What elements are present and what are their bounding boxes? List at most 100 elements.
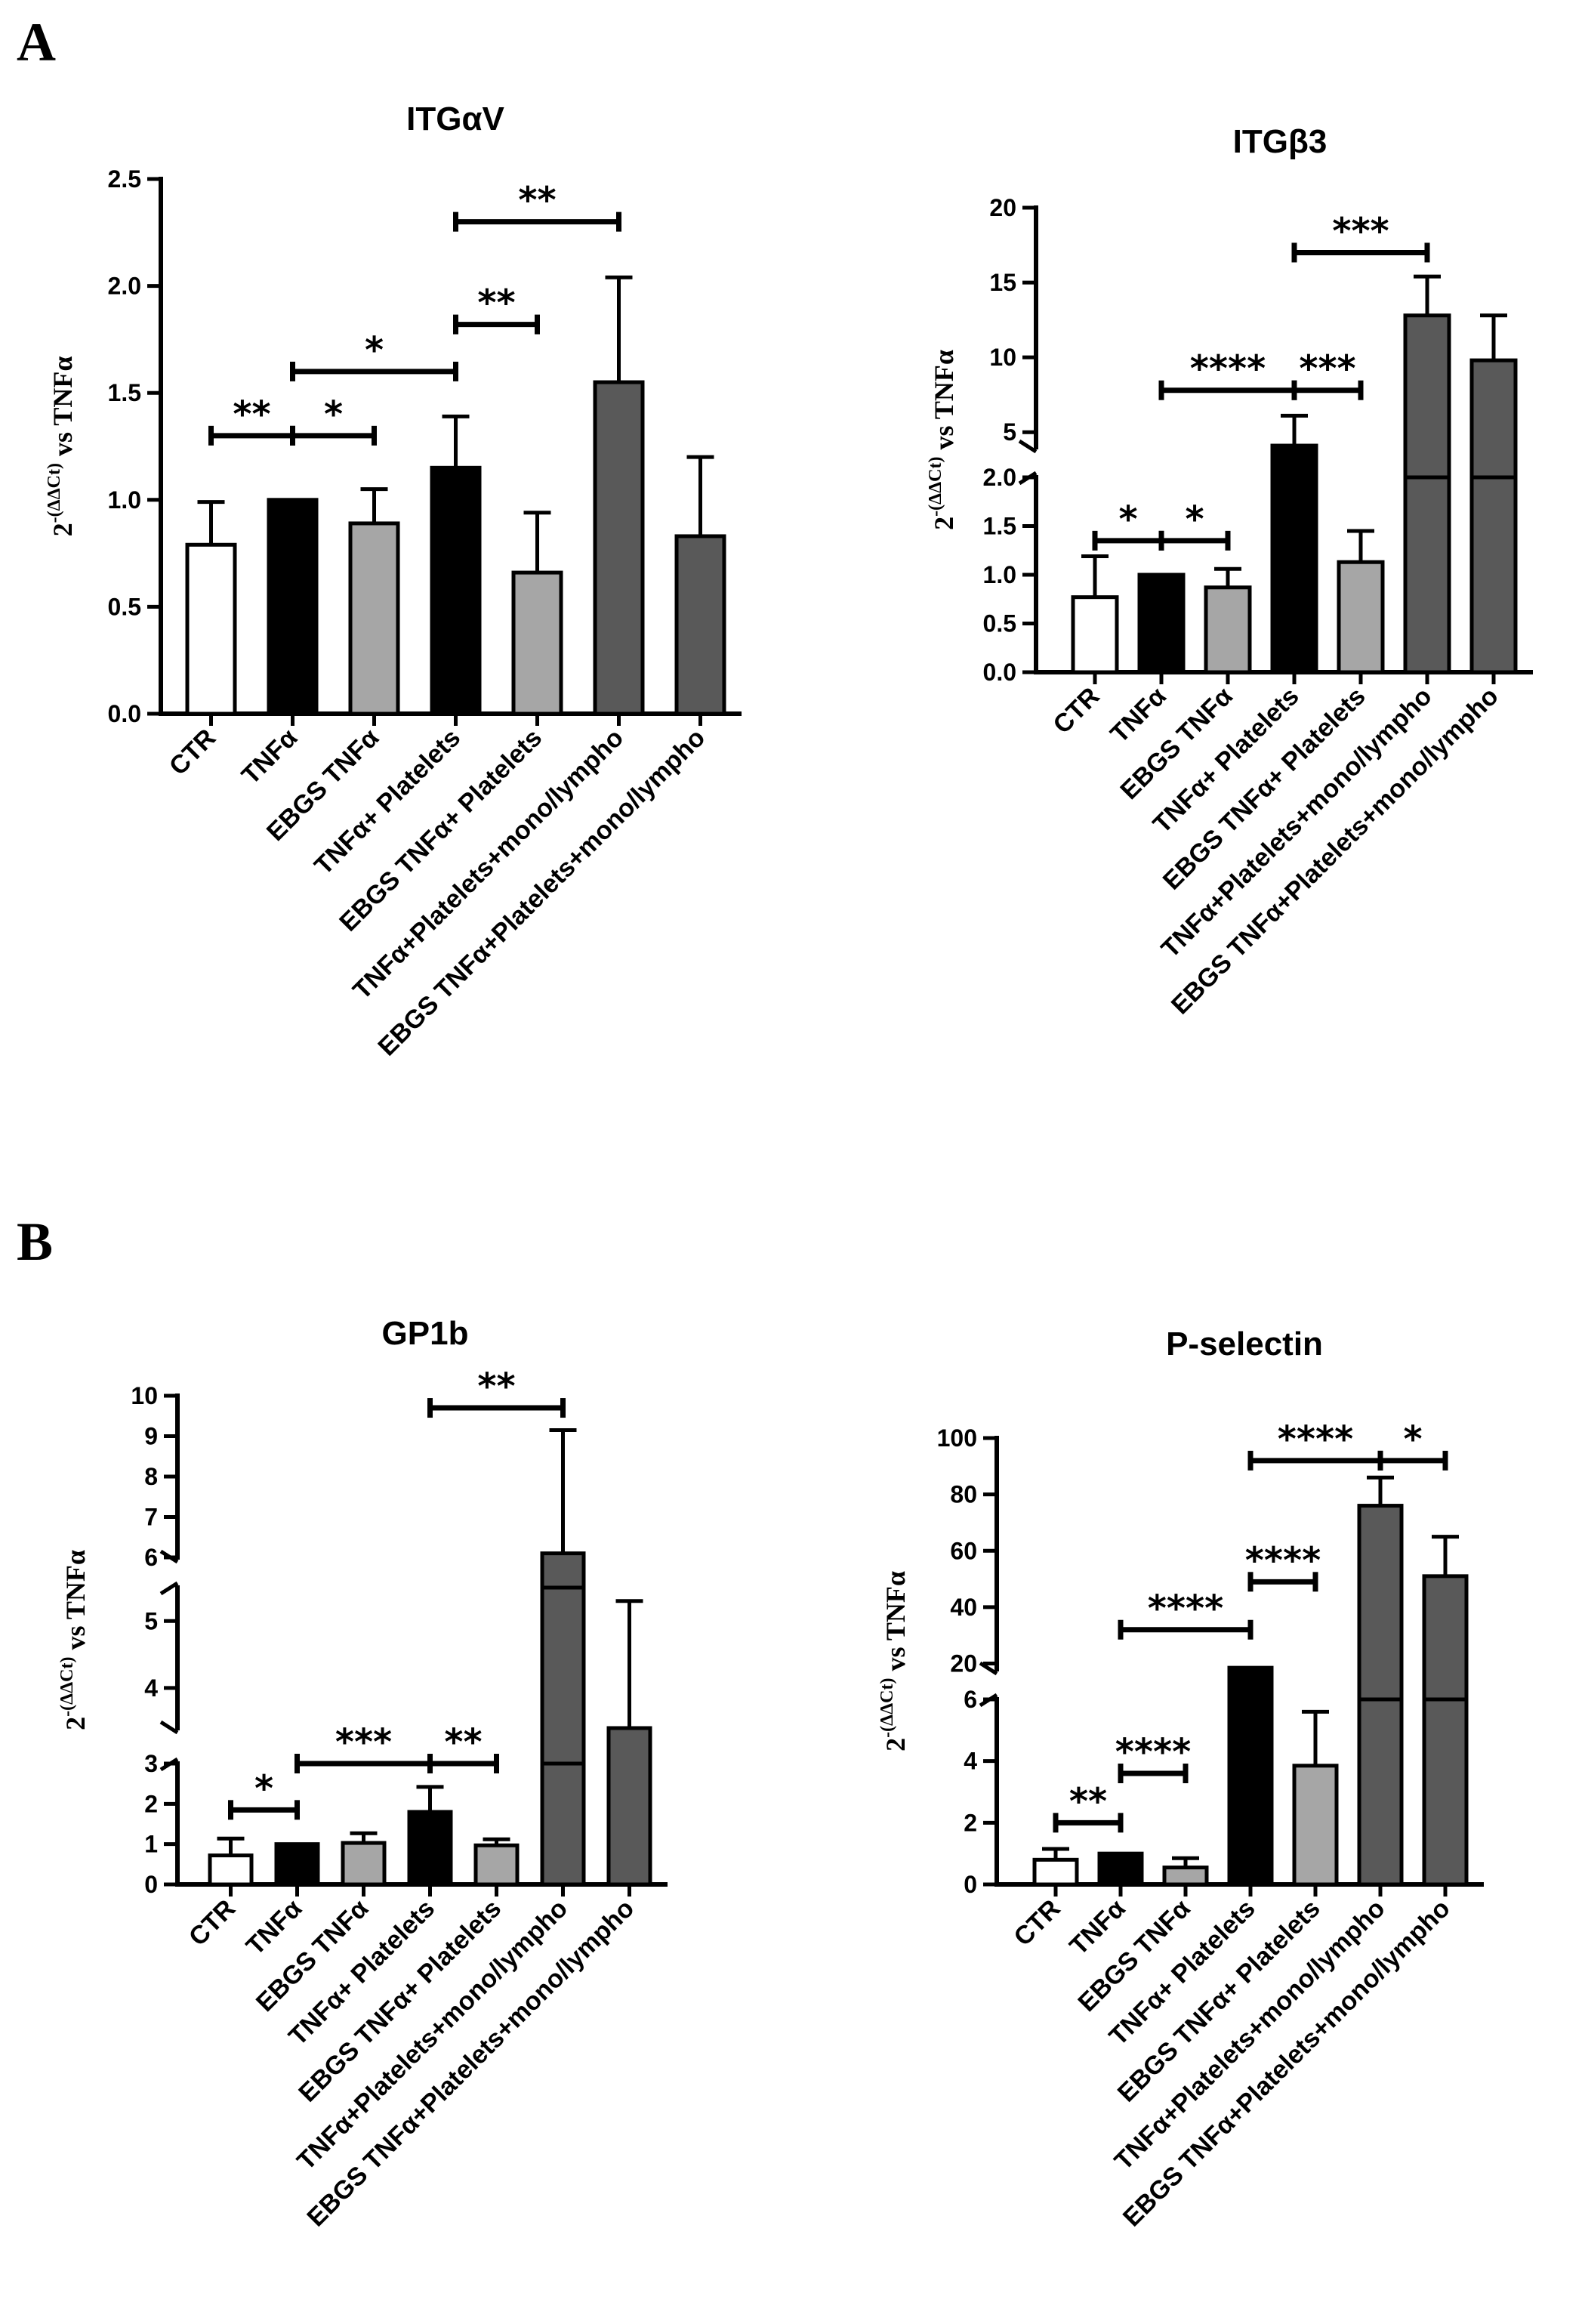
axis-break-mark: [979, 1661, 998, 1676]
y-axis-label: 2-(ΔΔCt) vs TNFα: [57, 1550, 91, 1730]
bar-itgav-5: [593, 380, 645, 716]
bar-gp1b-0: [208, 1853, 254, 1887]
significance-label: *: [254, 1767, 273, 1810]
x-category-label: CTR: [1047, 682, 1105, 739]
bar-itgb3-0: [1071, 595, 1119, 674]
y-tick-label: 9: [144, 1423, 158, 1450]
y-tick-label: 60: [950, 1537, 977, 1564]
bar-itgb3-4: [1337, 560, 1385, 674]
bar-gp1b-1: [274, 1842, 320, 1887]
y-tick-label: 6: [144, 1544, 158, 1571]
axis-break-mark: [1018, 471, 1038, 486]
significance-label: *: [324, 394, 343, 436]
bar-itgav-1: [267, 498, 319, 716]
y-tick-label: 3: [144, 1750, 158, 1777]
bar-itgav-2: [348, 521, 400, 716]
bar-pselectin-1: [1097, 1851, 1144, 1887]
bar-itgb3-2: [1204, 585, 1252, 674]
bar-itgav-3: [430, 465, 482, 716]
significance-label: **: [233, 394, 270, 436]
bar-itgb3-5-part1: [1403, 313, 1451, 480]
bar-pselectin-2: [1162, 1866, 1209, 1887]
y-tick-label: 8: [144, 1463, 158, 1490]
bar-gp1b-3: [407, 1810, 453, 1887]
y-tick-label: 2.5: [108, 165, 141, 193]
bar-pselectin-5-part0: [1357, 1667, 1404, 1887]
significance-label: *: [1185, 498, 1204, 541]
bar-itgb3-3-part1: [1270, 443, 1318, 480]
bar-pselectin-3-part0: [1227, 1667, 1274, 1887]
bar-itgav-0: [185, 542, 237, 716]
bar-itgb3-3-part0: [1270, 445, 1318, 674]
bar-itgb3-6-part0: [1469, 445, 1518, 674]
x-category-label: CTR: [183, 1894, 241, 1952]
significance-label: *: [365, 329, 384, 372]
significance-label: **: [1069, 1780, 1107, 1822]
significance-label: **: [518, 180, 556, 222]
axis-break-mark: [159, 1757, 179, 1772]
y-tick-label: 0: [964, 1871, 977, 1898]
significance-label: **: [444, 1721, 482, 1764]
y-tick-label: 2: [144, 1790, 158, 1817]
y-tick-label: 20: [950, 1650, 977, 1677]
bar-itgav-4: [511, 570, 563, 716]
x-category-label: EBGS TNFα: [1072, 1894, 1195, 2017]
chart-pselectin: P-selectin 2-(ΔΔCt) vs TNFα 0 2 4 6 20 40 60 80 10…: [877, 1326, 1484, 2233]
significance-label: *: [1118, 498, 1137, 541]
panel-letter-b: B: [17, 1211, 53, 1272]
y-tick-label: 2.0: [108, 273, 141, 300]
bar-pselectin-6-part1: [1422, 1574, 1469, 1702]
bar-pselectin-0: [1032, 1857, 1079, 1887]
y-tick-label: 0.5: [108, 593, 141, 620]
chart-itgav: ITGαV 2-(ΔΔCt) vs TNFα 0.0 0.5 1.0 1.5 2.0 2.5 C…: [45, 100, 742, 1062]
y-tick-label: 4: [964, 1748, 977, 1775]
significance-label: ***: [335, 1721, 392, 1764]
bar-pselectin-6-part0: [1422, 1667, 1469, 1887]
bar-itgb3-5-part0: [1403, 445, 1451, 674]
significance-label: ***: [1299, 348, 1355, 390]
y-tick-label: 5: [1003, 418, 1016, 446]
x-category-label: CTR: [164, 724, 221, 781]
bar-pselectin-4: [1292, 1764, 1339, 1887]
y-tick-label: 10: [989, 344, 1016, 371]
y-tick-label: 2: [964, 1809, 977, 1836]
chart-itgb3: ITGβ3 2-(ΔΔCt) vs TNFα 0.0 0.5 1.0 1.5 2.0 5 10 1…: [926, 123, 1533, 1020]
axis-break-mark: [159, 1720, 179, 1735]
x-category-label: TNFα: [236, 724, 303, 790]
y-axis-label: 2-(ΔΔCt) vs TNFα: [926, 350, 959, 530]
significance-label: **: [477, 1366, 515, 1408]
axis-break-mark: [979, 1693, 998, 1708]
axis-break-mark: [159, 1581, 179, 1596]
y-tick-label: 0.5: [983, 610, 1016, 637]
bar-itgb3-6-part1: [1469, 358, 1518, 480]
bar-gp1b-4: [473, 1843, 520, 1887]
y-tick-label: 7: [144, 1504, 158, 1531]
significance-label: ****: [1278, 1418, 1353, 1461]
y-tick-label: 1.5: [983, 513, 1016, 540]
y-tick-label: 10: [131, 1382, 158, 1409]
y-tick-label: 40: [950, 1594, 977, 1621]
significance-label: **: [477, 282, 515, 325]
y-tick-label: 1.0: [108, 486, 141, 514]
y-tick-label: 20: [989, 194, 1016, 221]
significance-label: ****: [1245, 1539, 1321, 1582]
chart-title: P-selectin: [1166, 1326, 1323, 1363]
axis-break-mark: [1018, 439, 1038, 454]
y-tick-label: 2.0: [983, 464, 1016, 491]
bar-gp1b-6: [606, 1726, 652, 1887]
y-tick-label: 0.0: [983, 659, 1016, 686]
y-axis-label: 2-(ΔΔCt) vs TNFα: [877, 1571, 911, 1751]
chart-title: ITGαV: [406, 100, 504, 137]
bar-gp1b-5-part2: [540, 1551, 586, 1590]
chart-title: GP1b: [382, 1315, 469, 1352]
significance-label: ****: [1148, 1588, 1223, 1630]
y-tick-label: 4: [144, 1674, 158, 1702]
bar-itgav-6: [674, 534, 726, 716]
x-category-label: TNFα+ Platelets: [309, 724, 466, 881]
x-category-label: CTR: [1008, 1894, 1065, 1952]
panel-letter-a: A: [17, 12, 56, 73]
y-tick-label: 15: [989, 269, 1016, 296]
significance-label: ****: [1190, 348, 1266, 390]
y-tick-label: 1.0: [983, 561, 1016, 588]
y-tick-label: 0: [144, 1871, 158, 1898]
